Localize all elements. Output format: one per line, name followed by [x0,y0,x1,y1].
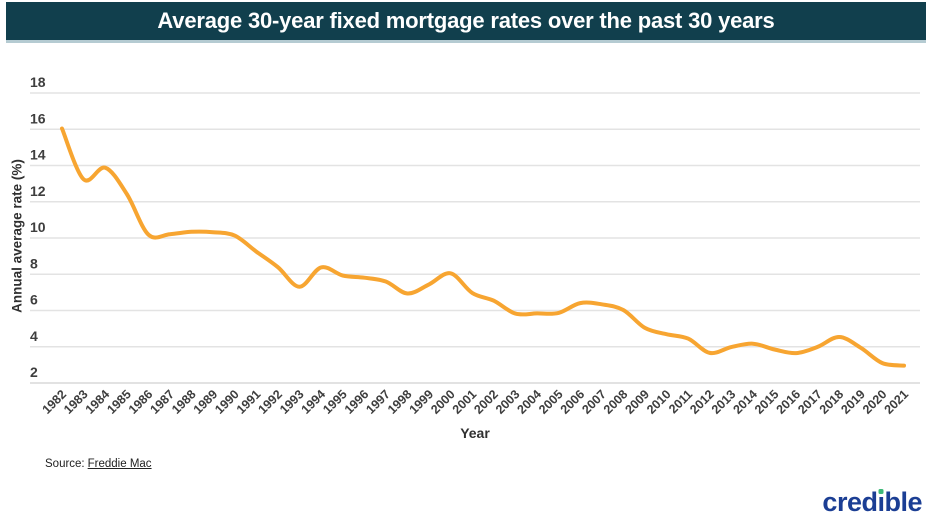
chart-area: 2 4 6 8 10 12 14 16 18 1982 1983 1984 1985 1986 1987 19… [0,55,932,450]
source-note: Source: Freddie Mac [45,458,152,470]
y-tick-label: 6 [30,292,38,308]
mortgage-rate-chart: 2468101214161819821983198419851986198719… [30,74,920,417]
source-link[interactable]: Freddie Mac [87,458,152,470]
logo-text-pre: cred [822,487,878,517]
y-axis-title: Annual average rate (%) [9,159,25,313]
logo-letter-i: ı [877,487,885,518]
source-prefix: Source: [45,458,85,470]
y-tick-label: 12 [30,183,46,199]
y-tick-label: 4 [30,328,38,344]
y-tick-label: 2 [30,364,38,380]
x-tick-label: 2021 [882,387,912,417]
y-tick-label: 8 [30,255,38,271]
logo-text-post: ble [884,487,922,517]
y-tick-label: 14 [30,147,46,163]
y-tick-label: 16 [30,110,46,126]
x-tick-label: 2011 [666,387,695,416]
y-tick-label: 18 [30,74,46,90]
logo-i-dot [878,489,884,494]
rate-line [60,126,906,368]
credible-logo: credı ble [822,487,922,518]
logo-i-stem: ı [877,487,885,517]
x-axis-title: Year [460,425,490,441]
chart-title: Average 30-year fixed mortgage rates ove… [157,8,775,33]
y-tick-label: 10 [30,219,46,235]
title-banner: Average 30-year fixed mortgage rates ove… [6,2,926,43]
